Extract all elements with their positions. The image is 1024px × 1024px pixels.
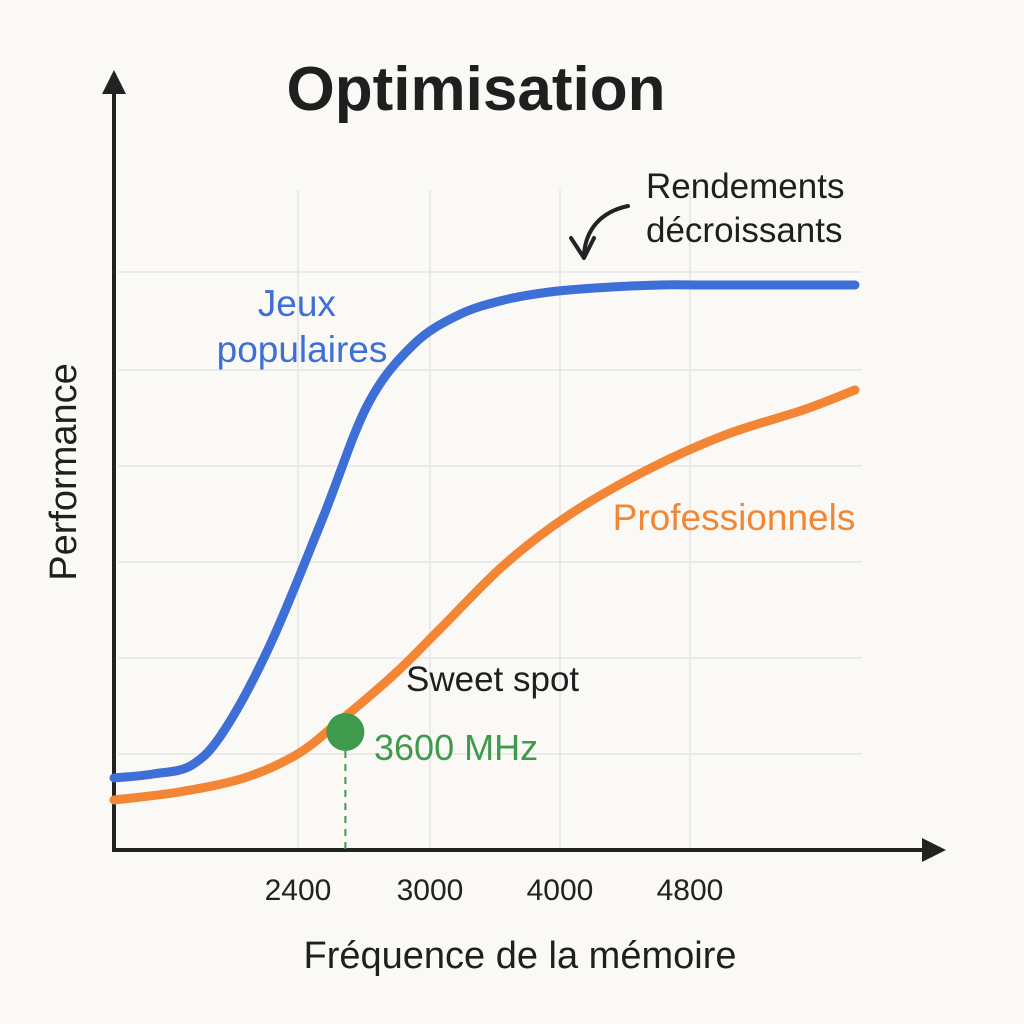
x-tick-label: 4800	[657, 874, 724, 907]
chart-title: Optimisation	[287, 55, 666, 124]
x-tick-label: 2400	[265, 874, 332, 907]
grid	[118, 190, 862, 850]
curved-arrow-head-icon	[569, 236, 596, 260]
diminishing-returns-annotation: Rendements décroissants	[646, 167, 854, 250]
annotation-line: décroissants	[646, 211, 842, 250]
annotation-line: Rendements	[646, 167, 844, 206]
x-tick-label: 4000	[527, 874, 594, 907]
x-axis-label: Fréquence de la mémoire	[304, 935, 737, 977]
series-label-jeux-populaires: Jeux populaires	[217, 283, 388, 370]
series-line-jeux-populaires	[109, 280, 860, 783]
series-label-line: populaires	[217, 329, 388, 370]
sweet-spot-label: Sweet spot	[406, 660, 579, 699]
series-line-professionnels	[109, 385, 860, 805]
series-label-professionnels: Professionnels	[613, 497, 856, 538]
sweet-spot-marker	[326, 713, 365, 751]
series-label-line: Jeux	[258, 283, 337, 324]
x-tick-label: 3000	[397, 874, 464, 907]
y-axis-label: Performance	[43, 363, 85, 581]
sweet-spot-value: 3600 MHz	[374, 727, 538, 768]
curved-arrow-icon	[582, 204, 630, 256]
